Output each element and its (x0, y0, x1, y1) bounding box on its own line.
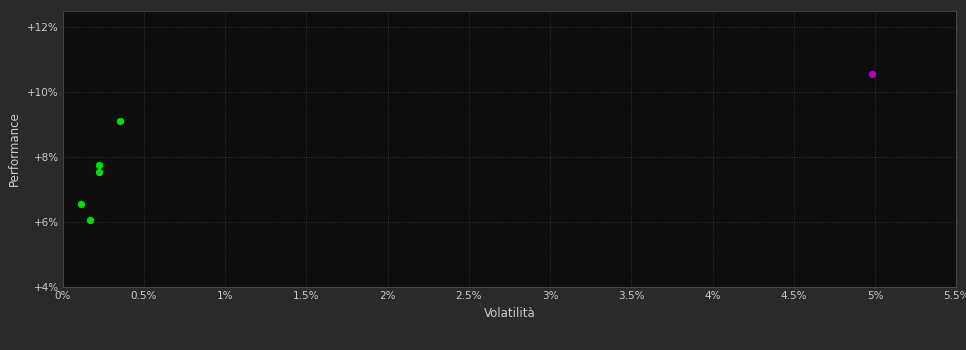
Point (73, 201, 89, 207)
Y-axis label: Performance: Performance (9, 111, 21, 186)
Point (92, 169, 107, 174)
Point (865, 71, 880, 77)
Point (82, 217, 98, 223)
Point (112, 118, 128, 124)
Point (92, 162, 107, 168)
X-axis label: Volatilità: Volatilità (484, 307, 535, 320)
